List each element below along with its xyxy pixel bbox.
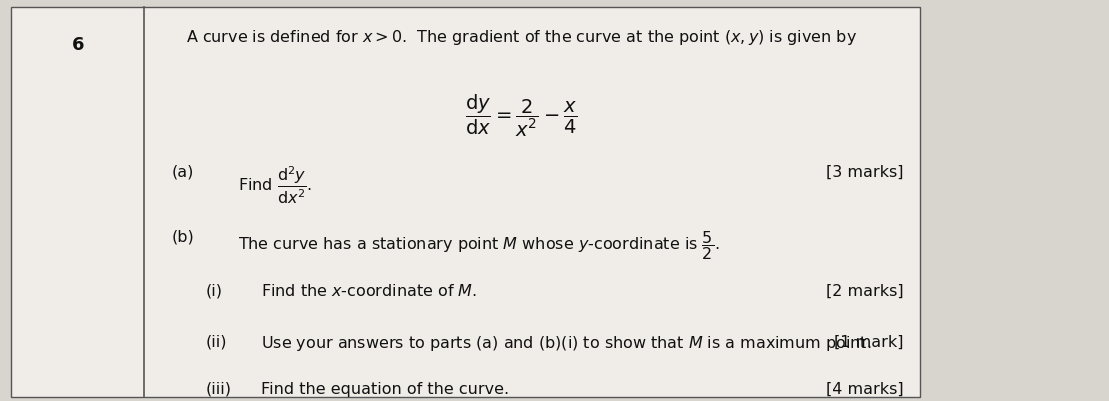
Text: Find $\dfrac{\mathrm{d}^2y}{\mathrm{d}x^2}$.: Find $\dfrac{\mathrm{d}^2y}{\mathrm{d}x^… bbox=[238, 164, 313, 206]
Text: (iii): (iii) bbox=[205, 381, 231, 396]
Text: 6: 6 bbox=[71, 36, 84, 54]
Text: (a): (a) bbox=[172, 164, 194, 179]
Bar bbox=[11, 8, 920, 397]
Text: (ii): (ii) bbox=[205, 334, 226, 348]
Text: (i): (i) bbox=[205, 283, 222, 298]
Text: [4 marks]: [4 marks] bbox=[826, 381, 904, 396]
Text: [1 mark]: [1 mark] bbox=[834, 334, 904, 348]
Text: Find the $x$-coordinate of $M$.: Find the $x$-coordinate of $M$. bbox=[261, 283, 477, 299]
Text: A curve is defined for $x > 0$.  The gradient of the curve at the point $(x, y)$: A curve is defined for $x > 0$. The grad… bbox=[185, 28, 857, 47]
Text: The curve has a stationary point $M$ whose $y$-coordinate is $\dfrac{5}{2}$.: The curve has a stationary point $M$ who… bbox=[238, 229, 720, 261]
Text: [3 marks]: [3 marks] bbox=[826, 164, 904, 179]
Text: $\dfrac{\mathrm{d}y}{\mathrm{d}x} = \dfrac{2}{x^2} - \dfrac{x}{4}$: $\dfrac{\mathrm{d}y}{\mathrm{d}x} = \dfr… bbox=[465, 92, 578, 139]
Text: Find the equation of the curve.: Find the equation of the curve. bbox=[261, 381, 509, 396]
Text: Use your answers to parts (a) and (b)(i) to show that $M$ is a maximum point.: Use your answers to parts (a) and (b)(i)… bbox=[261, 334, 872, 352]
Text: (b): (b) bbox=[172, 229, 195, 243]
Text: [2 marks]: [2 marks] bbox=[826, 283, 904, 298]
